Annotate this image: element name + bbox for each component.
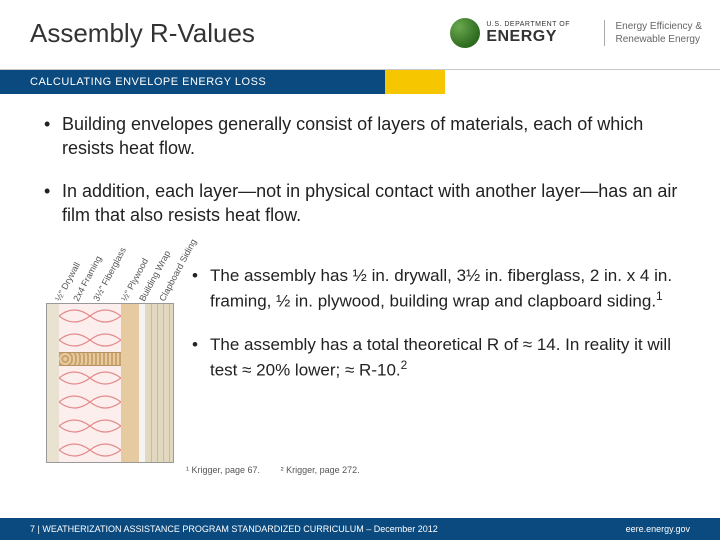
lower-row: ½" Drywall 2x4 Framing 3½" Fiberglass ½"…: [0, 245, 720, 463]
doe-big-text: ENERGY: [486, 28, 570, 46]
eere-tagline: Energy Efficiency & Renewable Energy: [604, 20, 702, 46]
subtitle-band: CALCULATING ENVELOPE ENERGY LOSS: [0, 70, 720, 94]
stud-row: [59, 352, 121, 366]
fiberglass-row: [59, 304, 121, 328]
footer-right: eere.energy.gov: [626, 524, 690, 534]
bullet-3-text: The assembly has ½ in. drywall, 3½ in. f…: [210, 266, 672, 311]
siding-groove: [151, 304, 152, 462]
wall-diagram: ½" Drywall 2x4 Framing 3½" Fiberglass ½"…: [40, 245, 180, 463]
doe-small-text: U.S. DEPARTMENT OF: [486, 21, 570, 28]
footnote-2: 2: [401, 358, 408, 372]
ref-1: ¹ Krigger, page 67.: [186, 465, 260, 475]
footer-left: 7 | WEATHERIZATION ASSISTANCE PROGRAM ST…: [30, 524, 438, 534]
layer-siding: [145, 304, 174, 462]
bullet-1: Building envelopes generally consist of …: [40, 112, 680, 161]
eere-line-2: Renewable Energy: [615, 33, 702, 46]
slide-footer: 7 | WEATHERIZATION ASSISTANCE PROGRAM ST…: [0, 518, 720, 540]
fiberglass-row: [59, 390, 121, 414]
layer-drywall: [47, 304, 59, 462]
fiberglass-row: [59, 328, 121, 352]
bullet-4: The assembly has a total theoretical R o…: [190, 334, 680, 383]
eere-line-1: Energy Efficiency &: [615, 20, 702, 33]
fiberglass-row: [59, 438, 121, 462]
fiberglass-row: [59, 366, 121, 390]
accent-block: [385, 70, 445, 94]
siding-groove: [163, 304, 164, 462]
wall-section: [46, 303, 174, 463]
diagram-labels: ½" Drywall 2x4 Framing 3½" Fiberglass ½"…: [50, 245, 180, 303]
layer-plywood: [121, 304, 139, 462]
page-title: Assembly R-Values: [30, 18, 255, 49]
siding-groove: [169, 304, 170, 462]
footnote-1: 1: [656, 289, 663, 303]
bullet-2: In addition, each layer—not in physical …: [40, 179, 680, 228]
content-area: Building envelopes generally consist of …: [0, 94, 720, 227]
slide-header: Assembly R-Values U.S. DEPARTMENT OF ENE…: [0, 0, 720, 70]
doe-wordmark: U.S. DEPARTMENT OF ENERGY: [486, 21, 570, 46]
bullet-4-text: The assembly has a total theoretical R o…: [210, 335, 671, 380]
subtitle-label: CALCULATING ENVELOPE ENERGY LOSS: [0, 70, 385, 94]
bullet-list-sub: The assembly has ½ in. drywall, 3½ in. f…: [190, 265, 680, 382]
doe-logo: U.S. DEPARTMENT OF ENERGY: [450, 18, 570, 48]
bullet-3: The assembly has ½ in. drywall, 3½ in. f…: [190, 265, 680, 314]
bullet-list-top: Building envelopes generally consist of …: [40, 112, 680, 227]
siding-groove: [157, 304, 158, 462]
references: ¹ Krigger, page 67. ² Krigger, page 272.: [0, 465, 720, 475]
fiberglass-row: [59, 414, 121, 438]
sub-bullets: The assembly has ½ in. drywall, 3½ in. f…: [190, 245, 680, 463]
ref-2: ² Krigger, page 272.: [281, 465, 360, 475]
doe-seal-icon: [450, 18, 480, 48]
